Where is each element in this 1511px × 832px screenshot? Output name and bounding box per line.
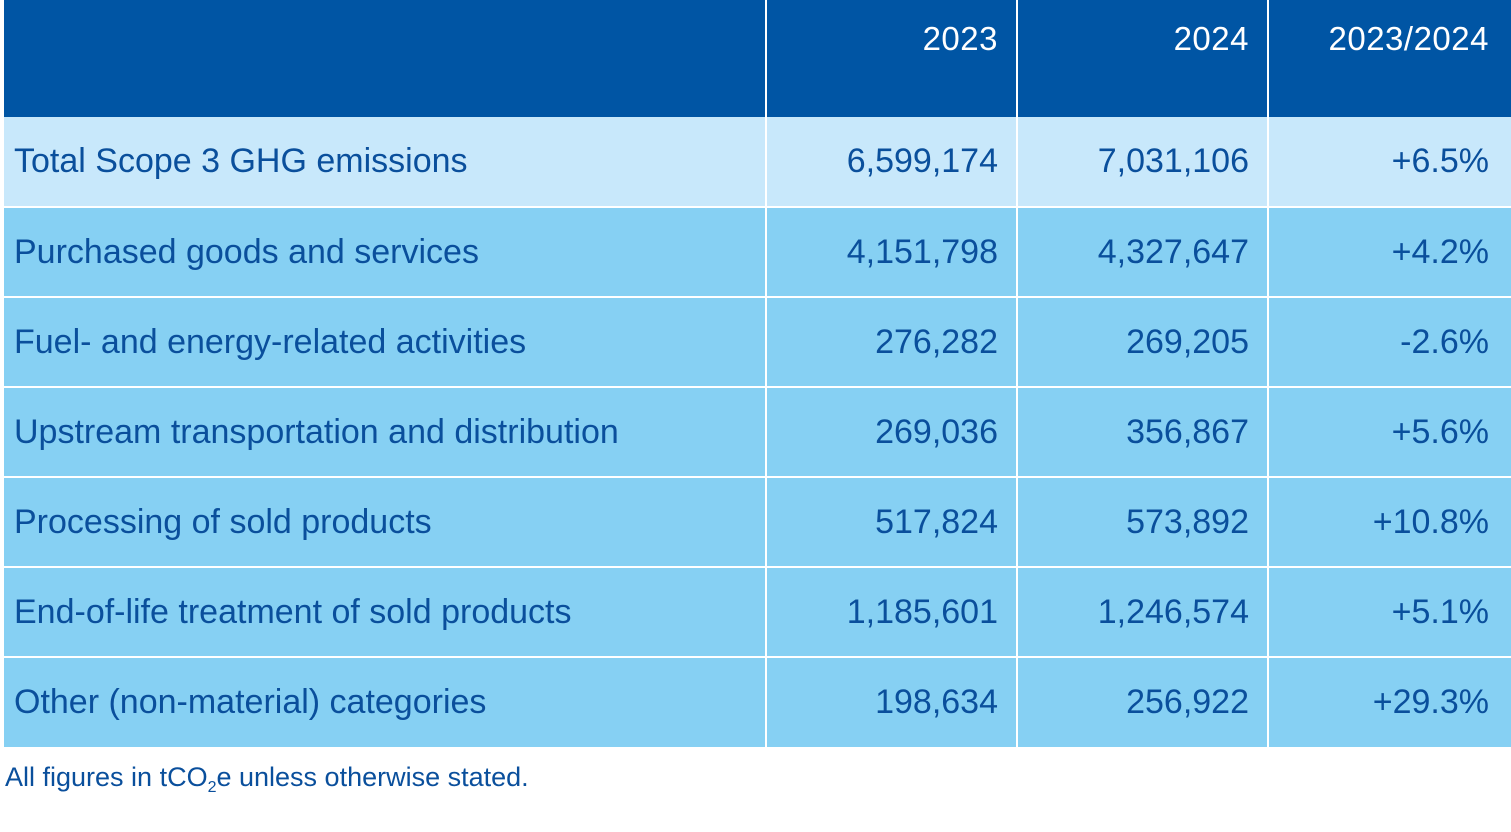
row-value-2024: 256,922 (1016, 656, 1268, 747)
header-year-2023: 2023 (765, 0, 1017, 117)
footnote-text-start: All figures in tCO (5, 762, 208, 792)
table-header: 2023 2024 2023/2024 (4, 0, 1511, 117)
table-row: Upstream transportation and distribution… (4, 386, 1511, 477)
row-label: Fuel- and energy-related activities (4, 296, 766, 387)
row-value-2024: 7,031,106 (1016, 117, 1268, 207)
header-row: 2023 2024 2023/2024 (4, 0, 1511, 117)
row-value-2024: 4,327,647 (1016, 206, 1268, 297)
footnote-text-end: e unless otherwise stated. (216, 762, 529, 792)
table-body: Total Scope 3 GHG emissions 6,599,174 7,… (4, 117, 1511, 747)
row-change: +4.2% (1267, 206, 1511, 297)
row-value-2023: 4,151,798 (765, 206, 1017, 297)
row-change: +6.5% (1267, 117, 1511, 207)
row-value-2023: 1,185,601 (765, 566, 1017, 657)
row-value-2023: 517,824 (765, 476, 1017, 567)
scope3-emissions-table: 2023 2024 2023/2024 Total Scope 3 GHG em… (4, 0, 1511, 747)
row-label: Total Scope 3 GHG emissions (4, 117, 766, 207)
table-row: Purchased goods and services 4,151,798 4… (4, 206, 1511, 297)
row-change: +5.1% (1267, 566, 1511, 657)
row-value-2023: 198,634 (765, 656, 1017, 747)
row-change: -2.6% (1267, 296, 1511, 387)
row-value-2024: 573,892 (1016, 476, 1268, 567)
header-label-column (4, 0, 766, 117)
row-label: Processing of sold products (4, 476, 766, 567)
row-value-2024: 269,205 (1016, 296, 1268, 387)
table-row-total: Total Scope 3 GHG emissions 6,599,174 7,… (4, 117, 1511, 207)
row-label: End-of-life treatment of sold products (4, 566, 766, 657)
row-change: +10.8% (1267, 476, 1511, 567)
header-change: 2023/2024 (1267, 0, 1511, 117)
units-footnote: All figures in tCO2e unless otherwise st… (5, 762, 529, 797)
emissions-table-container: 2023 2024 2023/2024 Total Scope 3 GHG em… (4, 0, 1511, 747)
row-label: Other (non-material) categories (4, 656, 766, 747)
row-value-2024: 356,867 (1016, 386, 1268, 477)
header-year-2024: 2024 (1016, 0, 1268, 117)
table-row: Other (non-material) categories 198,634 … (4, 656, 1511, 747)
row-value-2023: 6,599,174 (765, 117, 1017, 207)
row-change: +5.6% (1267, 386, 1511, 477)
row-label: Upstream transportation and distribution (4, 386, 766, 477)
footnote-subscript: 2 (207, 779, 217, 796)
table-row: Fuel- and energy-related activities 276,… (4, 296, 1511, 387)
row-value-2024: 1,246,574 (1016, 566, 1268, 657)
row-change: +29.3% (1267, 656, 1511, 747)
row-label: Purchased goods and services (4, 206, 766, 297)
table-row: Processing of sold products 517,824 573,… (4, 476, 1511, 567)
row-value-2023: 276,282 (765, 296, 1017, 387)
row-value-2023: 269,036 (765, 386, 1017, 477)
table-row: End-of-life treatment of sold products 1… (4, 566, 1511, 657)
